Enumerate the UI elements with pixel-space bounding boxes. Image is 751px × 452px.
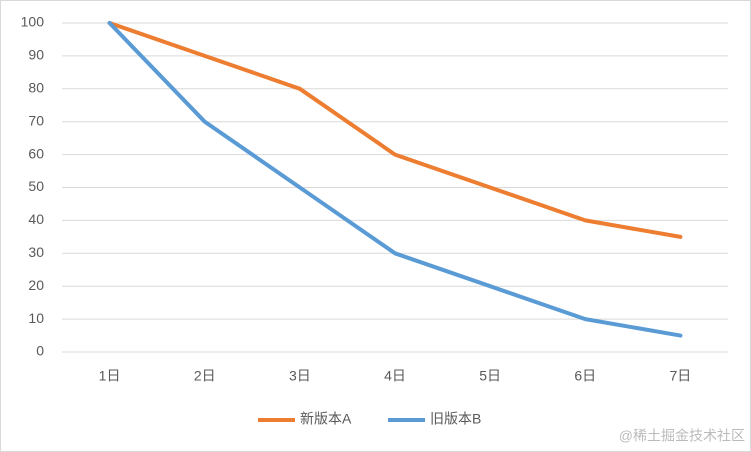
y-tick-label: 80	[28, 80, 44, 96]
legend-label: 旧版本B	[430, 411, 481, 427]
y-tick-label: 30	[28, 244, 44, 260]
line-series	[107, 21, 683, 239]
y-tick-label: 100	[21, 14, 45, 30]
x-tick-label: 1日	[99, 368, 121, 384]
x-tick-label: 7日	[670, 368, 692, 384]
legend-label: 新版本A	[300, 411, 352, 427]
x-tick-label: 2日	[194, 368, 216, 384]
x-tick-label: 3日	[289, 368, 311, 384]
line-series	[107, 21, 683, 338]
y-tick-label: 90	[28, 47, 44, 63]
y-tick-label: 70	[28, 112, 44, 128]
y-tick-label: 50	[28, 178, 44, 194]
y-tick-label: 20	[28, 277, 44, 293]
y-tick-label: 10	[28, 310, 44, 326]
y-tick-label: 40	[28, 211, 44, 227]
x-tick-label: 6日	[574, 368, 596, 384]
y-tick-label: 0	[36, 343, 44, 359]
x-tick-label: 4日	[384, 368, 406, 384]
y-tick-label: 60	[28, 145, 44, 161]
x-tick-label: 5日	[479, 368, 501, 384]
watermark: @稀土掘金技术社区	[619, 428, 745, 444]
